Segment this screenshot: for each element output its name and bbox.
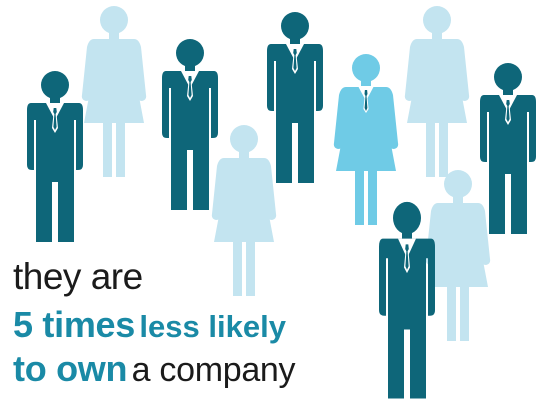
man-icon — [267, 12, 323, 183]
caption-line-3: to own a company — [13, 348, 296, 389]
man-icon — [27, 71, 83, 242]
woman-icon — [404, 6, 470, 177]
man-icon — [379, 201, 435, 399]
caption-line-1: they are — [13, 256, 143, 297]
woman-icon — [333, 54, 399, 225]
man-icon — [480, 63, 536, 234]
caption-less-likely: less likely — [139, 309, 286, 344]
woman-icon — [425, 170, 491, 341]
caption-emphasis-own: to own — [13, 348, 128, 389]
caption: they are 5 times less likely to own a co… — [13, 256, 296, 389]
caption-line-2: 5 times less likely — [13, 307, 295, 343]
woman-icon — [81, 6, 147, 177]
caption-a-company: a company — [131, 351, 296, 389]
man-icon — [162, 39, 218, 210]
caption-emphasis-times: 5 times — [13, 304, 135, 345]
